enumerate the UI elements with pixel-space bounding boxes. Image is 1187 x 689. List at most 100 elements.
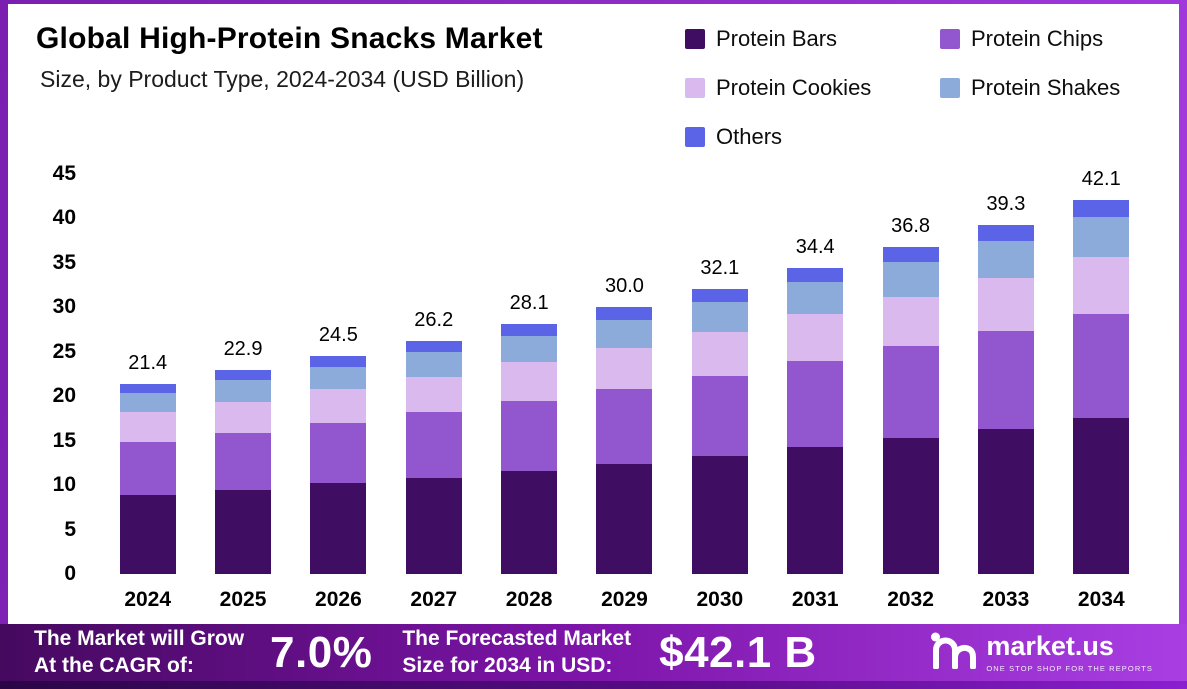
chart-subtitle: Size, by Product Type, 2024-2034 (USD Bi… xyxy=(40,65,525,92)
bar-segment-protein-chips xyxy=(1073,313,1130,419)
y-tick-label: 35 xyxy=(52,250,76,274)
y-tick-label: 5 xyxy=(64,517,76,541)
legend-label: Protein Shakes xyxy=(971,75,1121,100)
bar-column-2025: 22.9 2025 xyxy=(195,174,290,611)
bar-total-label: 32.1 xyxy=(700,256,740,279)
bar-segment-protein-cookies xyxy=(882,296,939,347)
bar-column-2026: 24.5 2026 xyxy=(291,174,386,611)
brand-logo: market.us One Stop Shop For The Reports xyxy=(930,631,1153,674)
legend-swatch-icon xyxy=(685,29,705,49)
legend-swatch-icon xyxy=(685,78,705,98)
bar-segment-protein-chips xyxy=(310,422,367,484)
bar-segment-protein-cookies xyxy=(501,362,558,401)
bar-stack xyxy=(691,288,748,574)
bar-segment-protein-cookies xyxy=(691,332,748,376)
cagr-value: 7.0% xyxy=(270,627,373,677)
bar-segment-others xyxy=(787,268,844,282)
bar-segment-protein-bars xyxy=(405,478,462,574)
bar-column-2034: 42.1 2034 xyxy=(1054,168,1149,611)
bar-stack xyxy=(310,356,367,574)
bar-segment-protein-shakes xyxy=(787,281,844,314)
x-axis-label: 2026 xyxy=(315,588,362,611)
bar-segment-protein-cookies xyxy=(310,389,367,423)
chart-header: Global High-Protein Snacks Market Size, … xyxy=(30,22,1157,150)
bar-total-label: 28.1 xyxy=(509,292,549,315)
bar-stack xyxy=(119,383,176,574)
chart-title: Global High-Protein Snacks Market xyxy=(36,22,543,55)
x-axis-label: 2028 xyxy=(505,588,553,611)
bar-column-2032: 36.8 2032 xyxy=(863,174,958,611)
y-tick-label: 30 xyxy=(52,295,76,319)
legend-label: Protein Cookies xyxy=(716,75,872,100)
x-axis-label: 2027 xyxy=(410,588,458,611)
bar-segment-protein-cookies xyxy=(1073,256,1130,314)
bar-total-label: 22.9 xyxy=(223,338,263,361)
y-tick-label: 40 xyxy=(52,206,76,230)
bar-column-2028: 28.1 2028 xyxy=(481,174,576,611)
bar-segment-others xyxy=(215,370,272,381)
bar-segment-protein-shakes xyxy=(1073,216,1130,257)
bar-segment-protein-cookies xyxy=(977,278,1034,332)
bar-segment-protein-bars xyxy=(596,463,653,574)
bar-segment-others xyxy=(501,324,558,336)
bar-column-2029: 30.0 2029 xyxy=(577,174,672,611)
bar-total-label: 30.0 xyxy=(605,275,644,298)
bars: 21.4 2024 22.9 2025 24.5 2026 26.2 2027 28.1 2028… xyxy=(92,168,1157,611)
bar-stack xyxy=(501,324,558,574)
bar-segment-others xyxy=(882,246,939,263)
legend-swatch-icon xyxy=(940,78,960,98)
legend-swatch-icon xyxy=(685,127,705,147)
bar-segment-protein-chips xyxy=(405,412,462,478)
forecast-label: The Forecasted Market Size for 2034 in U… xyxy=(402,626,631,679)
legend-item-protein-chips: Protein Chips xyxy=(940,26,1175,52)
bar-segment-protein-bars xyxy=(119,494,176,574)
bar-segment-protein-chips xyxy=(977,331,1034,430)
bar-segment-protein-shakes xyxy=(119,392,176,413)
bar-segment-protein-chips xyxy=(882,346,939,438)
x-axis-label: 2031 xyxy=(791,588,839,611)
x-axis-label: 2030 xyxy=(696,588,744,611)
bottom-strip xyxy=(0,681,1187,689)
bar-segment-protein-cookies xyxy=(215,401,272,433)
bar-total-label: 39.3 xyxy=(986,192,1026,215)
y-axis: 45 40 35 30 25 20 15 10 5 0 xyxy=(30,162,92,585)
y-tick-label: 45 xyxy=(52,162,76,185)
bar-segment-protein-bars xyxy=(787,446,844,574)
legend-item-protein-cookies: Protein Cookies xyxy=(685,75,920,101)
bar-segment-protein-shakes xyxy=(977,240,1034,279)
bar-segment-protein-chips xyxy=(787,360,844,447)
bar-segment-others xyxy=(405,341,462,352)
legend: Protein Bars Protein Chips Protein Cookies… xyxy=(685,22,1175,150)
footer-banner: The Market will Grow At the CAGR of: 7.0… xyxy=(0,624,1187,681)
bar-total-label: 34.4 xyxy=(795,236,835,259)
legend-label: Others xyxy=(716,124,783,149)
x-axis-label: 2029 xyxy=(601,588,648,611)
x-axis-label: 2034 xyxy=(1077,588,1125,611)
forecast-label-line2: Size for 2034 in USD: xyxy=(402,653,613,677)
bar-stack xyxy=(977,224,1034,574)
legend-label: Protein Bars xyxy=(716,26,838,51)
bar-segment-protein-chips xyxy=(215,432,272,490)
title-block: Global High-Protein Snacks Market Size, … xyxy=(30,22,685,93)
y-tick-label: 15 xyxy=(52,428,76,452)
bar-segment-protein-bars xyxy=(691,455,748,574)
legend-item-protein-bars: Protein Bars xyxy=(685,26,920,52)
bar-segment-protein-bars xyxy=(310,483,367,574)
bar-segment-protein-shakes xyxy=(215,380,272,402)
forecast-label-line1: The Forecasted Market xyxy=(402,627,632,651)
cagr-label-line2: At the CAGR of: xyxy=(34,653,194,677)
bar-segment-protein-shakes xyxy=(405,351,462,377)
bar-segment-protein-shakes xyxy=(691,302,748,333)
bar-column-2024: 21.4 2024 xyxy=(100,174,195,611)
brand-tagline: One Stop Shop For The Reports xyxy=(986,663,1153,673)
bar-segment-protein-bars xyxy=(882,438,939,574)
bar-stack xyxy=(882,246,939,574)
bar-column-2030: 32.1 2030 xyxy=(672,174,767,611)
bar-segment-protein-shakes xyxy=(596,319,653,349)
brand-name: market.us xyxy=(986,630,1114,661)
bar-segment-protein-bars xyxy=(215,489,272,574)
bar-segment-protein-bars xyxy=(977,429,1034,574)
bar-segment-protein-cookies xyxy=(596,348,653,390)
bar-segment-others xyxy=(596,307,653,320)
bar-segment-protein-cookies xyxy=(405,376,462,413)
